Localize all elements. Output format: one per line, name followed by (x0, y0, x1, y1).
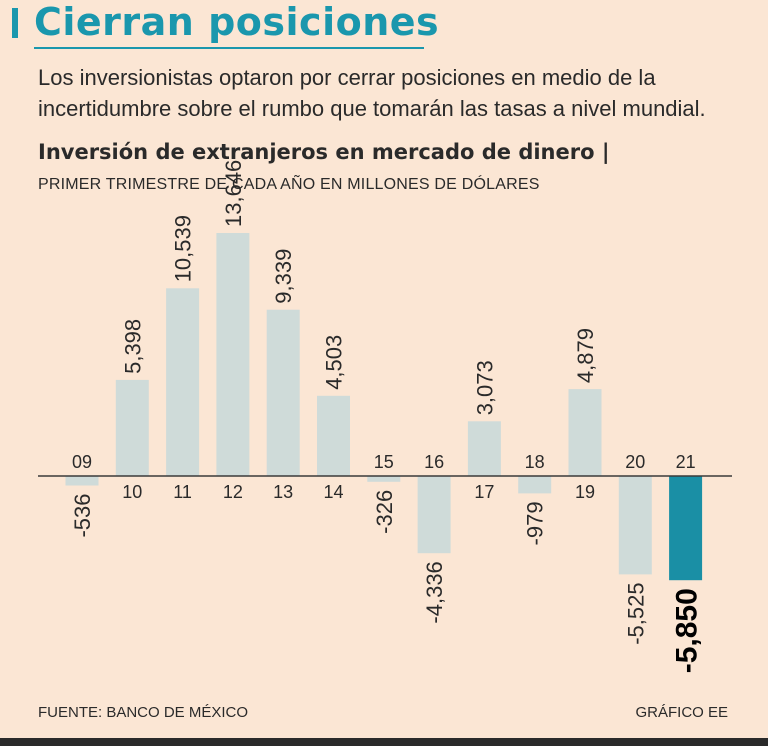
category-label-11: 11 (173, 482, 192, 502)
value-label-09: -536 (70, 494, 95, 538)
value-label-19: 4,879 (573, 328, 598, 383)
category-label-17: 17 (474, 482, 494, 502)
category-label-21: 21 (676, 452, 696, 472)
source-note: FUENTE: BANCO DE MÉXICO (38, 704, 249, 721)
category-label-13: 13 (273, 482, 293, 502)
value-label-11: 10,539 (171, 215, 196, 282)
value-label-12: 13,646 (221, 160, 246, 227)
category-label-16: 16 (424, 452, 444, 472)
bar-19 (568, 389, 602, 476)
value-label-10: 5,398 (120, 319, 145, 374)
value-label-14: 4,503 (322, 335, 347, 390)
chart-subtitle: PRIMER TRIMESTRE DE CADA AÑO EN MILLONES… (38, 176, 540, 193)
value-label-15: -326 (372, 490, 397, 534)
category-label-14: 14 (323, 482, 343, 502)
value-label-21: -5,850 (671, 588, 704, 673)
bar-12 (216, 233, 250, 476)
category-label-12: 12 (223, 482, 243, 502)
bar-15 (367, 476, 401, 482)
headline: Cierran posiciones (34, 0, 440, 44)
bar-21 (669, 476, 703, 581)
category-label-15: 15 (374, 452, 394, 472)
value-label-17: 3,073 (472, 360, 497, 415)
value-label-16: -4,336 (422, 561, 447, 623)
bar-13 (266, 309, 300, 476)
chart-title: Inversión de extranjeros en mercado de d… (38, 140, 610, 164)
bar-16 (417, 476, 451, 554)
bar-10 (115, 379, 149, 476)
headline-rule (34, 47, 424, 49)
graphic-credit: GRÁFICO EE (635, 704, 728, 721)
category-label-18: 18 (525, 452, 545, 472)
category-label-09: 09 (72, 452, 92, 472)
bar-18 (518, 476, 552, 494)
value-label-13: 9,339 (271, 249, 296, 304)
bar-11 (166, 288, 200, 476)
category-label-19: 19 (575, 482, 595, 502)
category-label-20: 20 (625, 452, 645, 472)
bar-chart: 09 -536 10 5,398 11 10,539 12 13,646 13 9,339 14 4,… (38, 160, 732, 673)
bar-09 (65, 476, 99, 486)
bar-17 (467, 421, 501, 476)
bar-20 (618, 476, 652, 575)
bar-14 (317, 395, 350, 476)
headline-accent-bar (12, 8, 18, 38)
value-label-20: -5,525 (623, 582, 648, 644)
category-label-10: 10 (122, 482, 142, 502)
lede-text: Los inversionistas optaron por cerrar po… (38, 65, 706, 121)
bottom-border (0, 738, 768, 746)
value-label-18: -979 (523, 501, 548, 545)
